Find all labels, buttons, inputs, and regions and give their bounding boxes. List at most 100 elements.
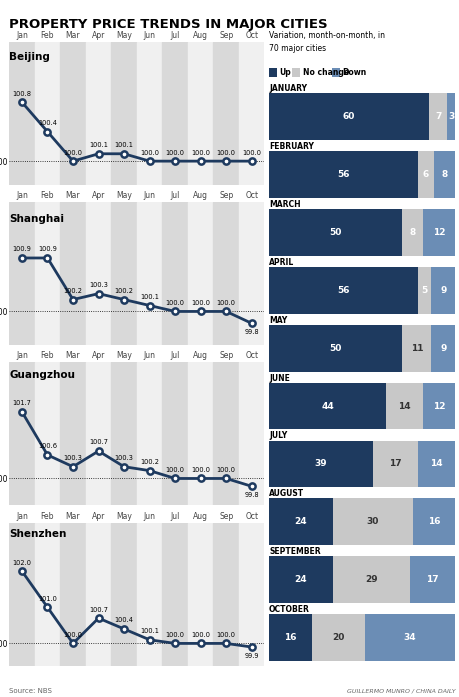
Bar [239,202,264,345]
Bar [311,614,364,661]
Text: GUILLERMO MUNRO / CHINA DAILY: GUILLERMO MUNRO / CHINA DAILY [346,689,454,694]
Text: 100.1: 100.1 [140,628,159,634]
Text: Beijing: Beijing [9,52,50,63]
Bar [111,202,137,345]
Text: PROPERTY PRICE TRENDS IN MAJOR CITIES: PROPERTY PRICE TRENDS IN MAJOR CITIES [9,18,327,31]
Bar [213,362,239,505]
Text: 39: 39 [314,459,327,468]
Text: 16: 16 [427,517,439,526]
Text: Down: Down [341,68,366,77]
Bar [60,42,86,185]
Text: 100.0: 100.0 [191,300,210,306]
Bar [332,498,412,545]
Bar [188,42,213,185]
Text: 100.0: 100.0 [140,150,159,155]
Text: 100.0: 100.0 [216,300,235,306]
Bar [35,523,60,666]
Text: 100.0: 100.0 [165,632,184,638]
Bar [188,362,213,505]
Bar [269,383,386,429]
Bar [213,202,239,345]
Bar [423,383,454,429]
Text: 99.9: 99.9 [244,652,258,659]
Bar [412,498,454,545]
Bar [213,42,239,185]
Text: 100.9: 100.9 [38,247,57,252]
Bar [162,362,188,505]
Bar [269,93,428,140]
Bar [137,523,162,666]
Bar [60,523,86,666]
Bar [269,441,372,487]
Bar [417,151,433,198]
Text: 100.0: 100.0 [63,632,82,638]
Bar [188,523,213,666]
Text: 14: 14 [430,459,442,468]
Text: 100.1: 100.1 [140,294,159,300]
Text: 100.0: 100.0 [191,632,210,638]
Text: APRIL: APRIL [269,258,294,267]
Text: 11: 11 [410,344,422,353]
Text: 100.0: 100.0 [165,467,184,473]
Text: 20: 20 [331,633,344,642]
Text: 100.2: 100.2 [114,288,133,294]
Bar [332,556,409,603]
Bar [9,523,35,666]
Text: 100.7: 100.7 [89,440,108,445]
Bar [372,441,417,487]
Text: 24: 24 [294,517,307,526]
Text: 60: 60 [342,112,354,121]
Text: 12: 12 [432,401,445,411]
Text: Shanghai: Shanghai [9,214,64,224]
Bar [60,202,86,345]
Text: FEBRUARY: FEBRUARY [269,142,313,151]
Text: 12: 12 [432,228,445,237]
Text: 101.7: 101.7 [12,400,31,406]
Bar [269,556,332,603]
Text: 6: 6 [422,170,428,179]
Text: No change: No change [302,68,348,77]
Text: JUNE: JUNE [269,374,289,383]
Text: 100.1: 100.1 [114,142,133,148]
Text: 56: 56 [336,286,349,295]
Bar [269,325,401,372]
Text: 101.0: 101.0 [38,596,57,602]
Text: Shenzhen: Shenzhen [9,528,67,539]
Text: 16: 16 [284,633,296,642]
Bar [86,362,111,505]
Text: 56: 56 [336,170,349,179]
Bar [86,202,111,345]
Bar [401,209,423,256]
Text: 17: 17 [388,459,401,468]
Bar [269,498,332,545]
Bar [433,151,454,198]
Text: 100.2: 100.2 [63,288,82,294]
Text: SEPTEMBER: SEPTEMBER [269,547,320,556]
Bar [428,93,447,140]
Bar [213,523,239,666]
Bar [9,42,35,185]
Text: MAY: MAY [269,316,287,325]
Bar [239,523,264,666]
Bar [423,209,454,256]
Bar [431,267,454,314]
Bar [162,202,188,345]
Text: 34: 34 [403,633,415,642]
Bar [111,523,137,666]
Text: JANUARY: JANUARY [269,84,307,93]
Text: 100.4: 100.4 [38,120,57,126]
Bar [239,362,264,505]
Text: 100.0: 100.0 [216,150,235,155]
Text: Source: NBS: Source: NBS [9,687,52,694]
Text: Variation, month-on-month, in
70 major cities: Variation, month-on-month, in 70 major c… [269,31,384,53]
Text: 99.8: 99.8 [244,329,258,335]
Text: 100.2: 100.2 [140,459,159,465]
Text: 9: 9 [439,286,446,295]
Text: JULY: JULY [269,431,287,441]
Bar [111,42,137,185]
Text: 14: 14 [397,401,410,411]
Text: 100.9: 100.9 [12,247,31,252]
Text: MARCH: MARCH [269,200,300,209]
Text: 100.0: 100.0 [191,150,210,155]
Text: 99.8: 99.8 [244,492,258,498]
